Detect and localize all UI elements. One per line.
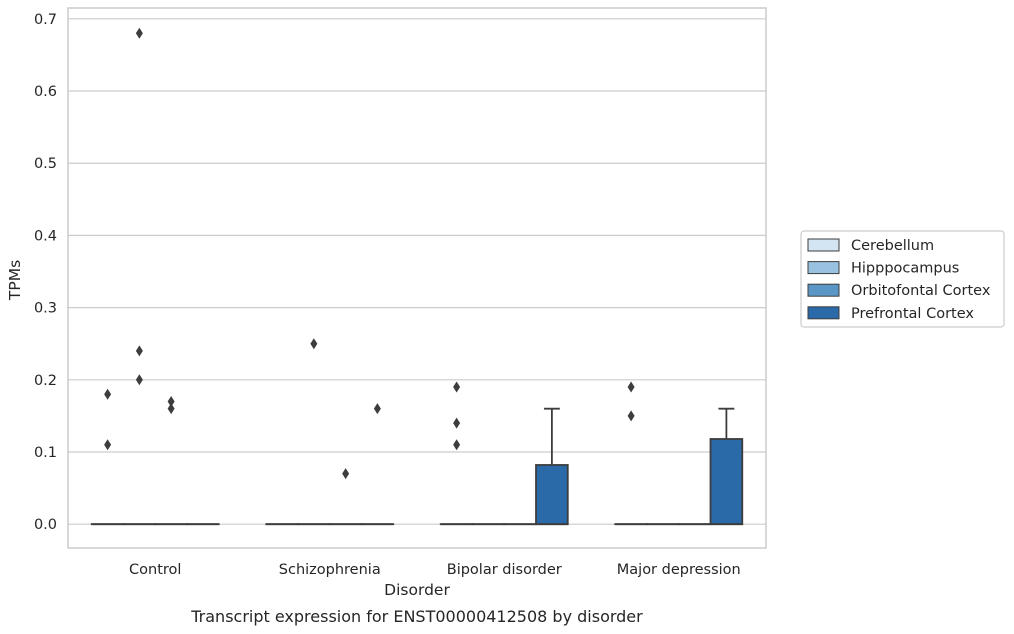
legend-label: Prefrontal Cortex — [851, 306, 974, 322]
outlier-point — [167, 395, 175, 407]
x-tick-label: Bipolar disorder — [447, 562, 562, 578]
grid-lines — [68, 18, 766, 525]
outlier-point — [310, 338, 318, 350]
box-prefrontal-cortex — [709, 407, 744, 526]
box — [535, 464, 569, 526]
outlier-point — [342, 468, 350, 480]
y-tick-label: 0.3 — [34, 301, 57, 317]
outlier-point — [135, 345, 143, 357]
legend-label: Hipppocampus — [851, 261, 959, 277]
legend-swatch — [807, 261, 840, 275]
box-orbitofontal-cortex — [328, 468, 363, 526]
outlier-point — [627, 410, 635, 422]
outlier-point — [373, 403, 381, 415]
y-tick-label: 0.7 — [34, 12, 57, 28]
x-tick-label: Major depression — [617, 562, 741, 578]
legend-swatch — [807, 283, 840, 297]
y-tick-label: 0.4 — [34, 228, 57, 244]
box-hipppocampus — [297, 338, 331, 526]
plot-frame — [67, 7, 767, 549]
y-axis-label: TPMs — [6, 260, 24, 301]
box-cerebellum — [614, 381, 648, 526]
box-hipppocampus — [122, 27, 157, 526]
outlier-point — [167, 403, 175, 415]
outlier-point — [135, 374, 143, 386]
y-tick-label: 0.0 — [34, 517, 57, 533]
chart-caption: Transcript expression for ENST0000041250… — [190, 607, 643, 626]
box-cerebellum — [439, 381, 474, 526]
box-cerebellum — [90, 388, 125, 526]
box-prefrontal-cortex — [535, 407, 569, 526]
y-tick-labels: 0.0 0.1 0.2 0.3 0.4 0.5 0.6 0.7 — [34, 12, 57, 533]
box-orbitofontal-cortex — [154, 395, 188, 526]
box-prefrontal-cortex — [360, 403, 395, 526]
outlier-point — [135, 27, 143, 39]
box-series — [90, 27, 744, 526]
legend: Cerebellum Hipppocampus Orbitofontal Corte… — [800, 230, 1005, 328]
outlier-point — [104, 388, 112, 400]
outlier-point — [627, 381, 635, 393]
box — [709, 438, 744, 526]
x-tick-label: Schizophrenia — [279, 562, 381, 578]
outlier-point — [104, 439, 112, 451]
legend-label: Orbitofontal Cortex — [851, 283, 991, 299]
outlier-point — [453, 439, 461, 451]
outlier-point — [453, 417, 461, 429]
x-tick-label: Control — [129, 562, 181, 578]
y-tick-label: 0.5 — [34, 156, 57, 172]
y-tick-label: 0.6 — [34, 84, 57, 100]
legend-label: Cerebellum — [851, 238, 934, 254]
x-tick-labels: Control Schizophrenia Bipolar disorder Majo… — [129, 562, 741, 578]
outlier-point — [453, 381, 461, 393]
x-axis-label: Disorder — [384, 581, 450, 599]
legend-frame — [800, 230, 1005, 328]
y-tick-label: 0.2 — [34, 373, 57, 389]
legend-swatch — [807, 238, 840, 252]
y-tick-label: 0.1 — [34, 445, 57, 461]
legend-swatch — [807, 306, 840, 320]
